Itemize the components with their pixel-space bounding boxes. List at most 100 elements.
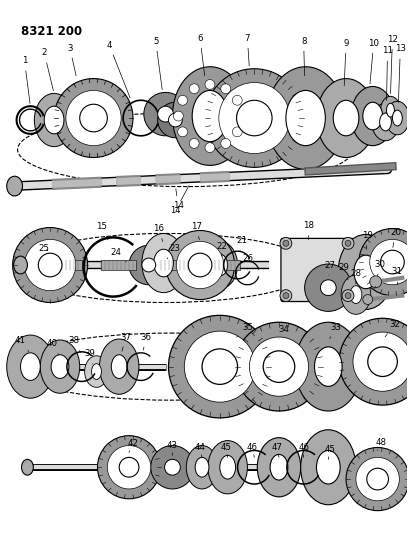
Ellipse shape <box>91 364 101 379</box>
Circle shape <box>282 293 288 298</box>
Text: 14: 14 <box>173 189 183 211</box>
Ellipse shape <box>84 356 108 387</box>
Circle shape <box>164 459 180 475</box>
Circle shape <box>352 332 409 391</box>
Circle shape <box>236 100 272 136</box>
Bar <box>42 260 81 270</box>
Ellipse shape <box>314 347 341 386</box>
Ellipse shape <box>371 103 398 141</box>
Text: 32: 32 <box>384 320 399 337</box>
Ellipse shape <box>7 335 54 398</box>
Text: 18: 18 <box>302 221 313 239</box>
Text: 21: 21 <box>236 236 246 252</box>
Circle shape <box>25 239 76 290</box>
Ellipse shape <box>186 446 217 489</box>
Text: 39: 39 <box>84 349 95 364</box>
Circle shape <box>177 127 187 137</box>
Circle shape <box>366 468 388 490</box>
Ellipse shape <box>195 457 209 477</box>
Text: 47: 47 <box>271 443 282 457</box>
Text: 1: 1 <box>22 56 30 103</box>
Text: 44: 44 <box>194 443 205 457</box>
Ellipse shape <box>202 241 237 289</box>
Circle shape <box>176 241 223 289</box>
Circle shape <box>380 250 403 274</box>
Circle shape <box>157 106 173 122</box>
Circle shape <box>319 280 335 296</box>
Circle shape <box>184 331 255 402</box>
Ellipse shape <box>316 78 375 157</box>
Text: 10: 10 <box>367 38 378 84</box>
Circle shape <box>204 79 214 90</box>
Circle shape <box>66 91 121 146</box>
Text: 17: 17 <box>190 222 201 240</box>
Ellipse shape <box>349 286 361 303</box>
Text: 48: 48 <box>374 438 385 450</box>
Circle shape <box>341 289 353 302</box>
Text: 11: 11 <box>381 46 392 100</box>
Circle shape <box>177 95 187 105</box>
Text: 7: 7 <box>244 34 249 66</box>
Ellipse shape <box>362 102 382 130</box>
Ellipse shape <box>13 256 27 274</box>
Text: 2: 2 <box>41 49 53 91</box>
Text: 15: 15 <box>96 222 108 240</box>
FancyBboxPatch shape <box>280 238 353 302</box>
Text: 41: 41 <box>15 336 29 352</box>
Ellipse shape <box>257 438 300 497</box>
Text: 33: 33 <box>329 322 341 338</box>
Text: 46: 46 <box>246 443 257 457</box>
Text: 12: 12 <box>386 35 397 94</box>
Ellipse shape <box>40 340 79 393</box>
Circle shape <box>362 295 372 304</box>
Text: 9: 9 <box>342 38 348 86</box>
Ellipse shape <box>285 91 325 146</box>
Ellipse shape <box>265 67 344 169</box>
Circle shape <box>189 139 199 148</box>
Text: 13: 13 <box>394 44 405 102</box>
Text: 6: 6 <box>197 34 204 76</box>
Ellipse shape <box>316 450 339 484</box>
Ellipse shape <box>192 91 227 142</box>
Ellipse shape <box>44 106 64 134</box>
Text: 29: 29 <box>338 263 349 280</box>
Ellipse shape <box>111 355 127 378</box>
Text: 5: 5 <box>153 37 162 90</box>
Ellipse shape <box>153 249 173 277</box>
Circle shape <box>119 457 139 477</box>
Circle shape <box>263 351 294 382</box>
Ellipse shape <box>142 233 185 293</box>
Text: 38: 38 <box>68 336 80 352</box>
Circle shape <box>218 83 289 154</box>
Text: 3: 3 <box>67 44 76 76</box>
Text: 8321 200: 8321 200 <box>20 25 81 38</box>
Ellipse shape <box>21 459 33 475</box>
Circle shape <box>202 349 237 384</box>
Text: 45: 45 <box>324 445 335 459</box>
Text: 45: 45 <box>220 443 231 457</box>
Circle shape <box>232 127 242 137</box>
Circle shape <box>165 230 234 300</box>
Circle shape <box>234 322 323 411</box>
Text: 8: 8 <box>300 37 306 76</box>
Ellipse shape <box>99 339 139 394</box>
Circle shape <box>107 446 151 489</box>
Ellipse shape <box>51 355 69 378</box>
Circle shape <box>279 289 291 302</box>
Text: 14: 14 <box>170 185 189 215</box>
Ellipse shape <box>340 275 370 314</box>
Text: 4: 4 <box>106 41 130 98</box>
Circle shape <box>369 276 381 288</box>
Circle shape <box>54 78 133 157</box>
Text: 27: 27 <box>324 261 335 275</box>
Text: 20: 20 <box>389 228 400 247</box>
Circle shape <box>249 337 308 396</box>
Text: 42: 42 <box>127 439 138 453</box>
Text: 23: 23 <box>167 244 180 259</box>
Circle shape <box>345 448 408 511</box>
Circle shape <box>341 237 353 249</box>
Text: 31: 31 <box>391 268 402 285</box>
Circle shape <box>369 239 409 285</box>
Circle shape <box>168 113 182 127</box>
Circle shape <box>97 435 160 499</box>
